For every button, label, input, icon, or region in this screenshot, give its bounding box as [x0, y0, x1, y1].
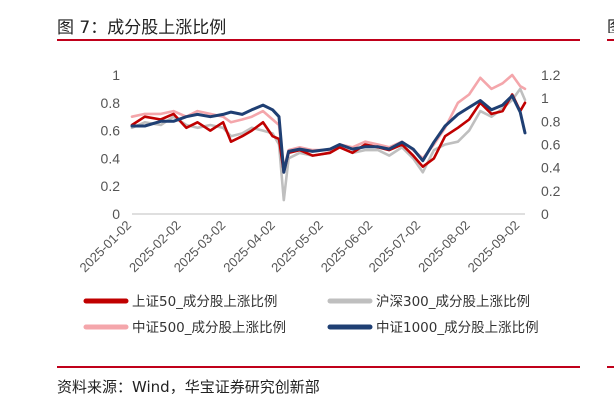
- x-tick-label: 2025-08-02: [415, 218, 473, 276]
- x-tick-label: 2025-07-02: [366, 218, 424, 276]
- right-tick-label: 1.2: [541, 67, 561, 83]
- chart-title: 图 7：成分股上涨比例: [57, 18, 227, 38]
- series-line-4: [130, 94, 527, 174]
- left-tick-label: 0: [112, 206, 120, 222]
- right-tick-label: 0: [541, 206, 549, 222]
- series-line-2: [130, 87, 527, 202]
- left-tick-label: 0.6: [101, 123, 121, 139]
- series-lines: [130, 73, 527, 202]
- x-tick-label: 2025-09-02: [465, 218, 523, 276]
- adjacent-figure-edge: 图: [607, 13, 614, 33]
- right-tick-label: 0.8: [541, 113, 561, 129]
- legend-label: 上证50_成分股上涨比例: [132, 294, 277, 310]
- right-axis: 0 0.2 0.4 0.6 0.8 1 1.2: [541, 67, 561, 222]
- x-axis: 2025-01-022025-02-022025-03-022025-04-02…: [76, 213, 525, 276]
- x-tick-label: 2025-01-02: [76, 218, 134, 276]
- legend-label: 中证500_成分股上涨比例: [132, 320, 286, 336]
- series-line-1: [130, 93, 527, 174]
- right-tick-label: 1: [541, 90, 549, 106]
- right-tick-label: 0.4: [541, 160, 561, 176]
- source-note: 资料来源：Wind，华宝证券研究创新部: [57, 378, 320, 396]
- right-tick-label: 0.6: [541, 137, 561, 153]
- x-tick-label: 2025-05-02: [268, 218, 326, 276]
- left-tick-label: 0.8: [101, 95, 121, 111]
- left-tick-label: 0.4: [101, 150, 121, 166]
- legend-label: 中证1000_成分股上涨比例: [376, 320, 539, 336]
- left-axis: 0 0.2 0.4 0.6 0.8 1: [101, 67, 121, 222]
- legend-label: 沪深300_成分股上涨比例: [376, 294, 530, 310]
- header-rule: [57, 39, 580, 41]
- left-tick-label: 1: [112, 67, 120, 83]
- footer-rule: [57, 366, 580, 368]
- right-tick-label: 0.2: [541, 183, 561, 199]
- adjacent-header-rule: [607, 39, 614, 41]
- adjacent-footer-rule: [607, 366, 614, 368]
- left-tick-label: 0.2: [101, 178, 121, 194]
